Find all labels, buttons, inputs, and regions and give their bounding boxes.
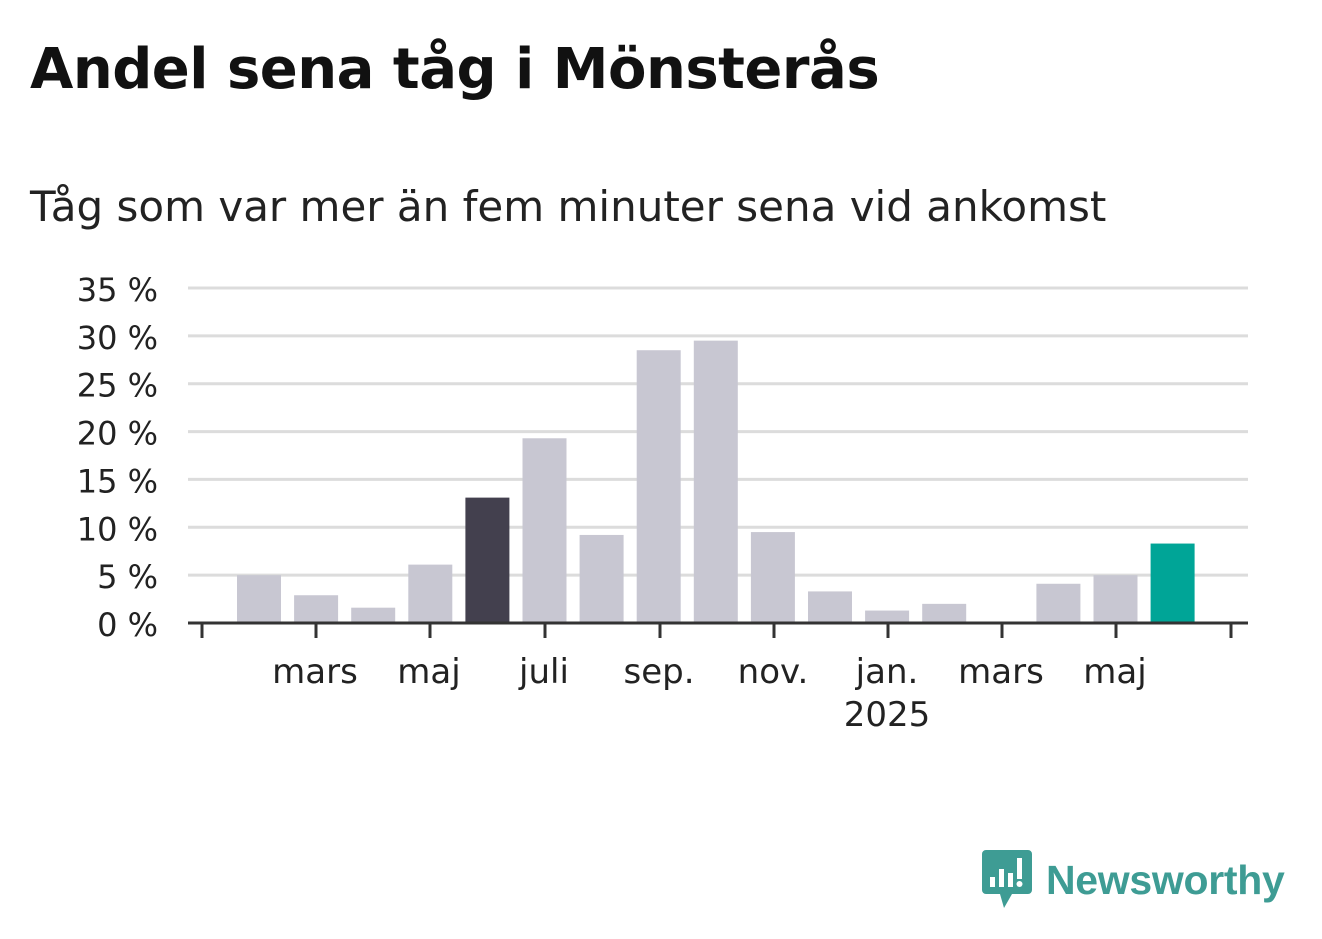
bar-2024-03	[294, 595, 339, 623]
bar-2024-05	[408, 564, 453, 623]
x-tick-label: nov.	[738, 652, 809, 692]
bar-2024-10	[693, 340, 738, 623]
bar-2024-06	[465, 497, 510, 623]
y-tick-label: 35 %	[77, 271, 158, 309]
logo-text: Newsworthy	[1046, 856, 1285, 903]
x-tick-label: sep.	[623, 652, 694, 692]
x-axis	[188, 621, 1248, 638]
bar-2024-04	[351, 607, 396, 623]
x-tick-label: jan.	[855, 652, 919, 692]
bar-chart: 0 %5 %10 %15 %20 %25 %30 %35 % mars maj ju…	[77, 271, 1248, 735]
bar-2025-06	[1150, 543, 1195, 623]
y-tick-label: 25 %	[77, 367, 158, 405]
chart-subtitle: Tåg som var mer än fem minuter sena vid …	[30, 182, 1107, 231]
y-tick-label: 0 %	[97, 606, 158, 644]
x-tick-label: juli	[518, 652, 569, 692]
x-tick-sublabel: 2025	[844, 695, 931, 735]
y-tick-label: 30 %	[77, 319, 158, 357]
bars	[237, 340, 1195, 623]
y-axis-labels: 0 % 5 % 10 % 15 % 20 % 25 % 30 % 35 %	[77, 271, 158, 644]
x-tick-label: maj	[1083, 652, 1146, 692]
x-tick-label: mars	[958, 652, 1044, 692]
x-tick-label: mars	[272, 652, 358, 692]
bar-2024-07	[522, 438, 567, 623]
y-tick-label: 20 %	[77, 415, 158, 453]
bar-2024-09	[636, 350, 681, 623]
newsworthy-bubble-chart-icon	[982, 850, 1032, 908]
bar-2024-12	[808, 591, 852, 623]
bar-2025-01	[865, 610, 910, 623]
bar-2025-04	[1036, 583, 1081, 623]
x-tick-label: maj	[397, 652, 460, 692]
bar-2024-02	[237, 575, 281, 623]
y-tick-label: 10 %	[77, 510, 158, 548]
bar-2025-02	[922, 603, 967, 623]
bar-2024-11	[750, 532, 795, 623]
y-tick-label: 15 %	[77, 462, 158, 500]
chart-title: Andel sena tåg i Mönsterås	[30, 37, 880, 102]
bar-2024-08	[579, 534, 624, 623]
newsworthy-logo: Newsworthy	[982, 850, 1285, 910]
y-tick-label: 5 %	[97, 558, 158, 596]
bar-2025-05	[1093, 575, 1138, 623]
